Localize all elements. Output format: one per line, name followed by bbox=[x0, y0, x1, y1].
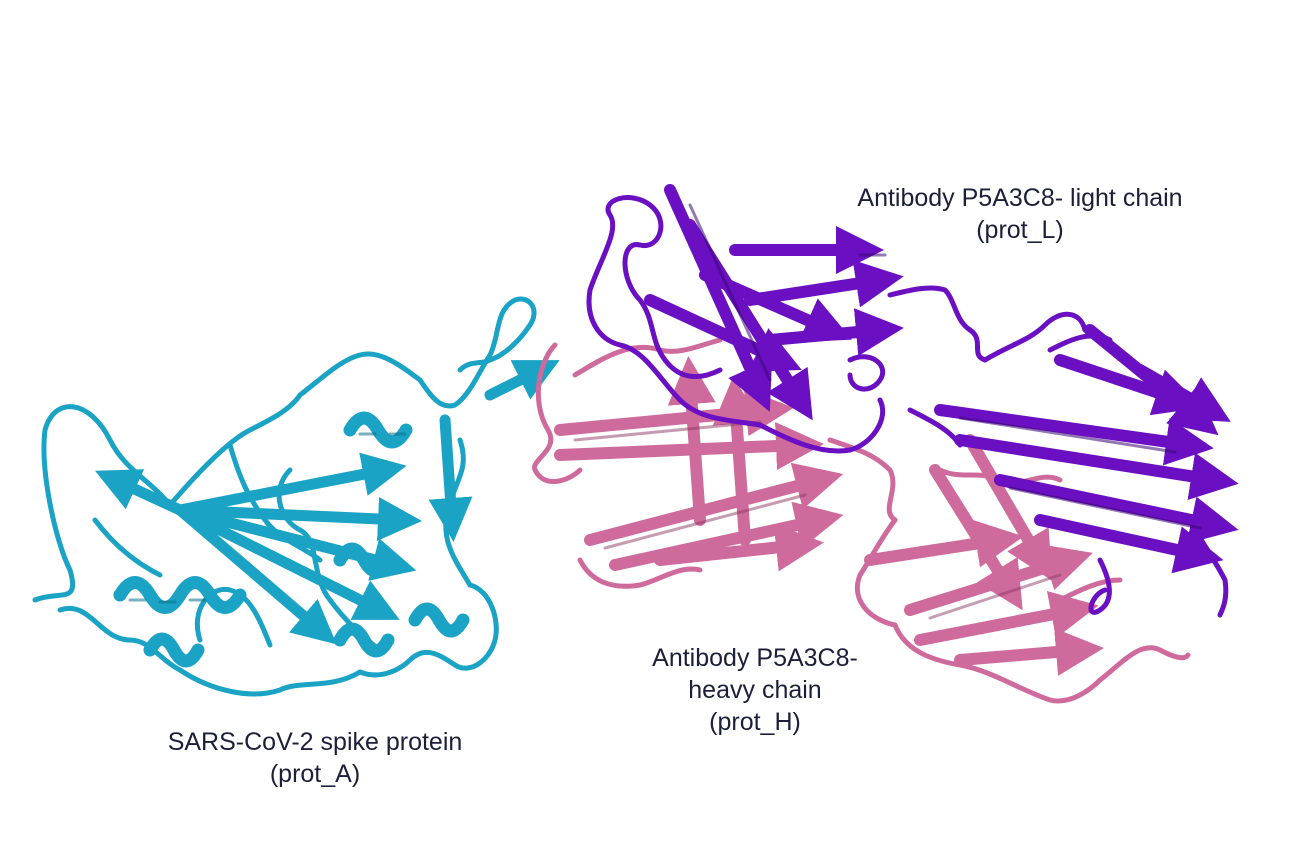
heavy-chain-label-line1: Antibody P5A3C8- bbox=[652, 644, 858, 672]
heavy-chain-ribbon bbox=[532, 337, 1191, 704]
spike-protein-label-line2: (prot_A) bbox=[269, 760, 361, 788]
heavy-chain-label-line2: heavy chain bbox=[688, 676, 822, 704]
light-chain-label-line2: (prot_L) bbox=[976, 216, 1064, 244]
heavy-chain-label-line3: (prot_H) bbox=[709, 708, 801, 736]
heavy-chain-label: Antibody P5A3C8- heavy chain (prot_H) bbox=[610, 642, 900, 738]
spike-protein-ribbon bbox=[32, 296, 560, 697]
light-chain-label-line1: Antibody P5A3C8- light chain bbox=[857, 184, 1183, 212]
spike-protein-label-line1: SARS-CoV-2 spike protein bbox=[167, 728, 463, 756]
light-chain-ribbon bbox=[586, 184, 1239, 618]
spike-protein-label: SARS-CoV-2 spike protein (prot_A) bbox=[110, 726, 520, 790]
light-chain-label: Antibody P5A3C8- light chain (prot_L) bbox=[810, 182, 1230, 246]
